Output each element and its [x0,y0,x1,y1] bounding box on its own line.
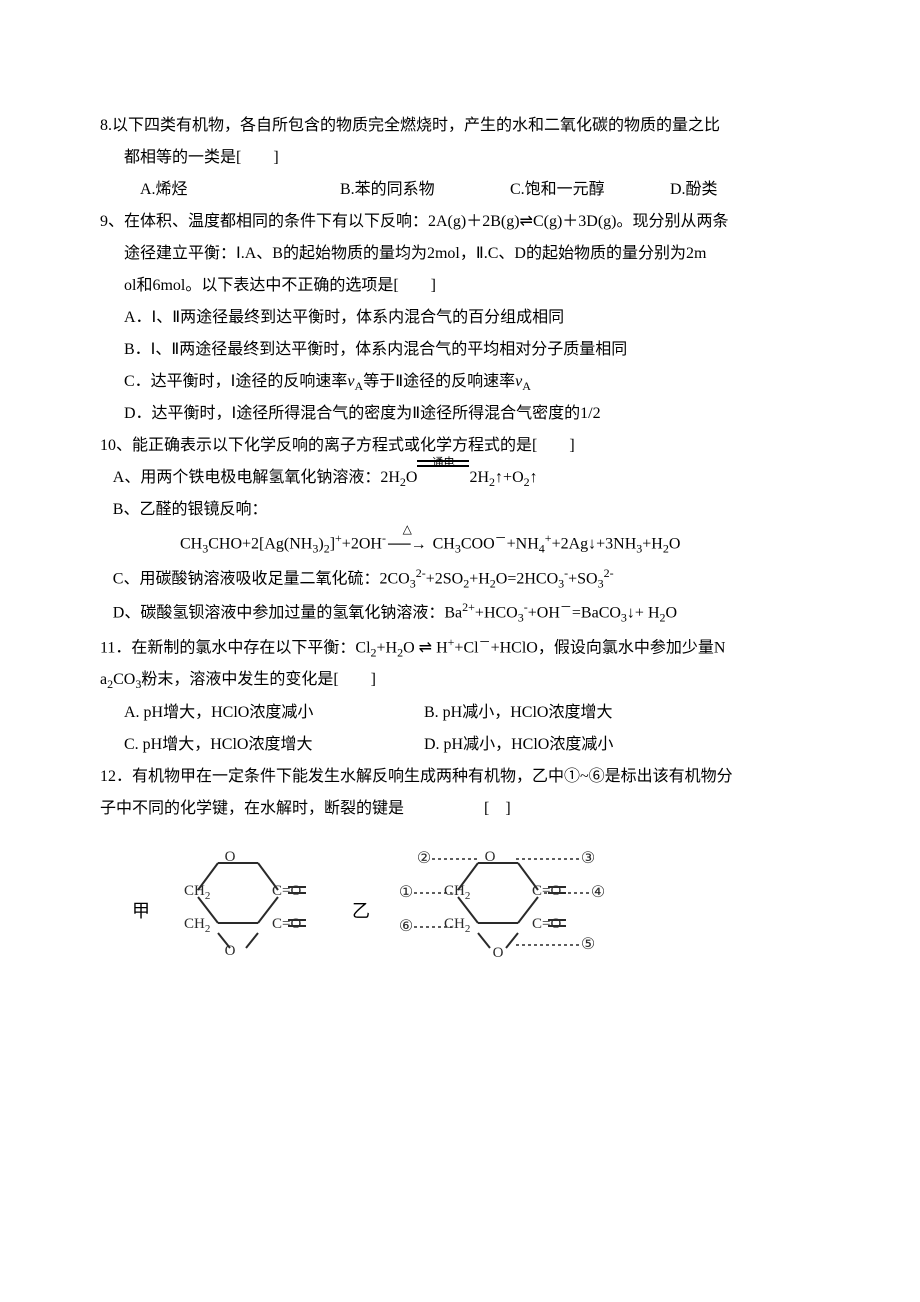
svg-text:CH2: CH2 [184,916,210,935]
q9-stem-line2: 途径建立平衡：Ⅰ.A、B的起始物质的量均为2mol，Ⅱ.C、D的起始物质的量分别… [100,238,820,270]
svg-text:CH2: CH2 [444,883,470,902]
svg-text:O: O [225,943,236,959]
q11-opt-d[interactable]: D. pH减小，HClO浓度减小 [424,729,613,761]
q12-diagrams: 甲 O CH2 CH2 C=O C=O O [100,845,820,975]
svg-text:C=O: C=O [532,883,561,899]
q9-opt-c-text-b: 等于Ⅱ途径的反响速率 [363,373,515,390]
q10-opt-c[interactable]: C、用碳酸钠溶液吸收足量二氧化硫：2CO32-+2SO2+H2O=2HCO3-+… [100,561,820,596]
svg-text:O: O [485,849,496,865]
q9-opt-c[interactable]: C．达平衡时，Ⅰ途径的反响速率vA等于Ⅱ途径的反响速率vA [100,366,820,398]
q11-opt-a[interactable]: A. pH增大，HClO浓度减小 [124,697,424,729]
heat-arrow-icon: △──→ [386,529,429,561]
q9-opt-a[interactable]: A．Ⅰ、Ⅱ两途径最终到达平衡时，体系内混合气的百分组成相同 [100,302,820,334]
marker-4: ④ [591,884,605,901]
q11-stem-line1: 11．在新制的氯水中存在以下平衡：Cl2+H2O ⇌ H++Cl－+HClO，假… [100,630,820,665]
q10-opt-d[interactable]: D、碳酸氢钡溶液中参加过量的氢氧化钠溶液：Ba2++HCO3-+OH－=BaCO… [100,595,820,630]
atom-o: O [225,849,236,865]
q12-stem-line2: 子中不同的化学键，在水解时，断裂的键是 [ ] [100,793,820,825]
svg-text:O: O [493,945,504,961]
marker-3: ③ [581,850,595,867]
q8-stem-line2: 都相等的一类是[ ] [100,142,820,174]
equilibrium-arrow-icon: ⇌ [419,639,432,656]
electrolysis-arrow-icon: 通电 [417,462,469,494]
label-jia: 甲 [132,893,150,929]
q10-a-text: A、用两个铁电极电解氢氧化钠溶液：2H [113,469,400,486]
rate-v-icon: v [347,373,354,390]
q9-opt-b[interactable]: B．Ⅰ、Ⅱ两途径最终到达平衡时，体系内混合气的平均相对分子质量相同 [100,334,820,366]
q10-opt-b-eq: CH3CHO+2[Ag(NH3)2]++2OH-△──→ CH3COO－+NH4… [100,526,820,561]
q9-stem-line1-a: 9、在体积、温度都相同的条件下有以下反响：2A(g)＋2B(g) [100,213,520,230]
q9-opt-c-text-a: C．达平衡时，Ⅰ途径的反响速率 [124,373,347,390]
svg-text:C=O: C=O [272,883,301,899]
marker-5: ⑤ [581,936,595,953]
molecule-yi: 乙 [380,845,620,975]
q9-stem-line1: 9、在体积、温度都相同的条件下有以下反响：2A(g)＋2B(g)⇌C(g)＋3D… [100,206,820,238]
q8-stem-line1: 8.以下四类有机物，各自所包含的物质完全燃烧时，产生的水和二氧化碳的物质的量之比 [100,110,820,142]
q10-opt-b-label[interactable]: B、乙醛的银镜反响： [100,494,820,526]
q8-opt-d[interactable]: D.酚类 [670,174,718,206]
svg-text:C=O: C=O [532,916,561,932]
q11-opt-b[interactable]: B. pH减小，HClO浓度增大 [424,697,612,729]
q8-opt-a[interactable]: A.烯烃 [140,174,340,206]
q10-d-text: D、碳酸氢钡溶液中参加过量的氢氧化钠溶液：Ba [113,605,462,622]
q11-stem-line2: a2CO3粉末，溶液中发生的变化是[ ] [100,664,820,696]
q8-opt-c[interactable]: C.饱和一元醇 [510,174,670,206]
svg-text:CH2: CH2 [184,883,210,902]
q9-stem-line1-b: C(g)＋3D(g)。现分别从两条 [533,213,729,230]
q11-opt-c[interactable]: C. pH增大，HClO浓度增大 [124,729,424,761]
q11-options-row1: A. pH增大，HClO浓度减小 B. pH减小，HClO浓度增大 [100,697,820,729]
subscript-a: A [522,379,531,393]
q8-opt-b[interactable]: B.苯的同系物 [340,174,510,206]
q10-opt-a[interactable]: A、用两个铁电极电解氢氧化钠溶液：2H2O通电 2H2↑+O2↑ [100,462,820,494]
equilibrium-arrow-icon: ⇌ [520,213,533,230]
q9-stem-line3: ol和6mol。以下表达中不正确的选项是[ ] [100,270,820,302]
marker-1: ① [399,884,413,901]
q12-stem-line1: 12．有机物甲在一定条件下能发生水解反响生成两种有机物，乙中①~⑥是标出该有机物… [100,761,820,793]
subscript-a: A [355,379,364,393]
q11-stem-b: +HClO，假设向氯水中参加少量N [491,639,726,656]
label-yi: 乙 [352,893,370,929]
q10-c-text: C、用碳酸钠溶液吸收足量二氧化硫：2CO [113,570,410,587]
q11-options-row2: C. pH增大，HClO浓度增大 D. pH减小，HClO浓度减小 [100,729,820,761]
molecule-jia: 甲 O CH2 CH2 C=O C=O O [160,845,320,975]
marker-6: ⑥ [399,918,413,935]
q8-options: A.烯烃 B.苯的同系物 C.饱和一元醇 D.酚类 [100,174,820,206]
q9-opt-d[interactable]: D．达平衡时，Ⅰ途径所得混合气的密度为Ⅱ途径所得混合气密度的1/2 [100,398,820,430]
svg-text:C=O: C=O [272,916,301,932]
marker-2: ② [417,850,431,867]
svg-text:CH2: CH2 [444,916,470,935]
q11-stem-a: 11．在新制的氯水中存在以下平衡：Cl [100,639,371,656]
